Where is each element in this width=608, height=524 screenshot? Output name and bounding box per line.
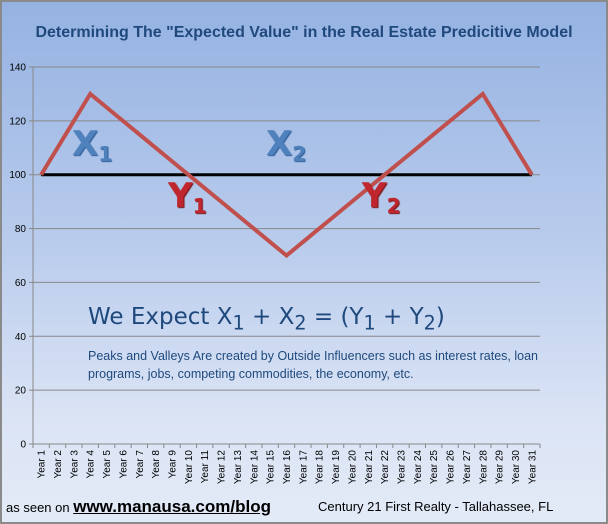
x-tick-label: Year 1	[37, 450, 48, 479]
y-tick-label: 80	[15, 224, 27, 235]
y-tick-label: 20	[15, 386, 27, 397]
x-tick-label: Year 28	[478, 450, 489, 485]
x2-label: X2	[266, 124, 307, 166]
x-tick-label: Year 6	[118, 450, 129, 479]
x-tick-label: Year 8	[151, 450, 162, 479]
x-tick-label: Year 20	[347, 450, 358, 485]
x-tick-label: Year 15	[266, 450, 277, 485]
x-tick-label: Year 17	[298, 450, 309, 485]
y-tick-label: 0	[20, 440, 26, 451]
x-tick-label: Year 11	[200, 450, 211, 484]
x-tick-label: Year 24	[413, 450, 424, 485]
y-tick-label: 100	[9, 170, 26, 181]
footer-seen-on: as seen on www.manausa.com/blog	[6, 497, 271, 516]
x-tick-label: Year 25	[429, 450, 440, 485]
y-tick-label: 40	[15, 332, 27, 343]
y1-label: Y1	[168, 176, 207, 218]
x-tick-label: Year 2	[53, 450, 64, 479]
x-tick-label: Year 19	[331, 450, 342, 485]
x-tick-label: Year 4	[86, 450, 97, 479]
footer-company: Century 21 First Realty - Tallahassee, F…	[318, 499, 554, 514]
y-tick-label: 120	[9, 116, 26, 127]
x-tick-label: Year 29	[495, 450, 506, 485]
x-tick-label: Year 12	[217, 450, 228, 485]
x-tick-label: Year 26	[446, 450, 457, 485]
x-tick-label: Year 16	[282, 450, 293, 485]
x-tick-label: Year 31	[527, 450, 538, 485]
x-tick-label: Year 3	[69, 450, 80, 479]
x-tick-label: Year 7	[135, 450, 146, 479]
x-tick-label: Year 5	[102, 450, 113, 479]
x-tick-label: Year 13	[233, 450, 244, 485]
y-tick-label: 140	[9, 63, 26, 74]
x-tick-label: Year 9	[168, 450, 179, 479]
x-tick-label: Year 14	[249, 450, 260, 485]
note-text: Peaks and Valleys Are created by Outside…	[88, 349, 539, 381]
y-tick-label: 60	[15, 278, 27, 289]
chart-title: Determining The "Expected Value" in the …	[35, 24, 573, 41]
x1-label: X1	[72, 124, 113, 166]
formula-text: We Expect X1 + X2 = (Y1 + Y2)	[88, 304, 445, 335]
y2-label: Y2	[362, 176, 401, 218]
x-tick-label: Year 30	[511, 450, 522, 485]
x-tick-label: Year 27	[462, 450, 473, 485]
x-tick-label: Year 10	[184, 450, 195, 485]
x-tick-label: Year 18	[315, 450, 326, 485]
x-tick-label: Year 21	[364, 450, 375, 485]
blog-link[interactable]: www.manausa.com/blog	[73, 497, 271, 516]
x-tick-label: Year 23	[396, 450, 407, 485]
x-tick-label: Year 22	[380, 450, 391, 485]
